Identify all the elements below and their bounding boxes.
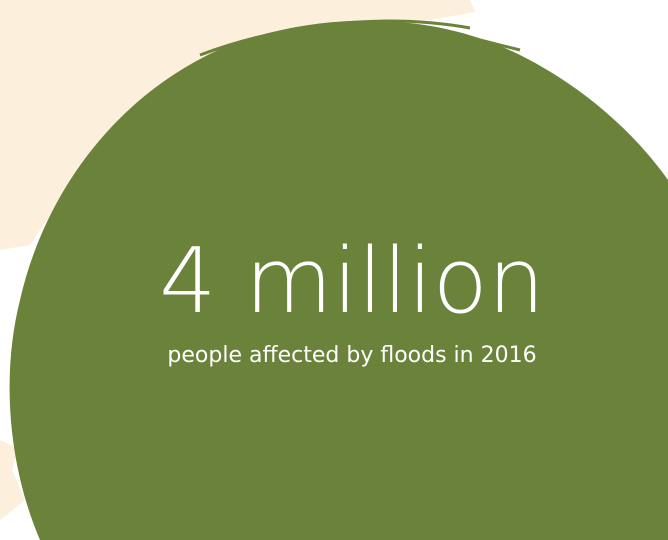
- green-brush-circle: [9, 20, 668, 540]
- headline: 4 million: [159, 229, 545, 334]
- beige-brush-shape: [0, 0, 475, 250]
- brush-stroke-edge: [199, 19, 642, 161]
- caption: people affected by floods in 2016: [167, 343, 536, 368]
- beige-brush-bottom: [0, 440, 25, 520]
